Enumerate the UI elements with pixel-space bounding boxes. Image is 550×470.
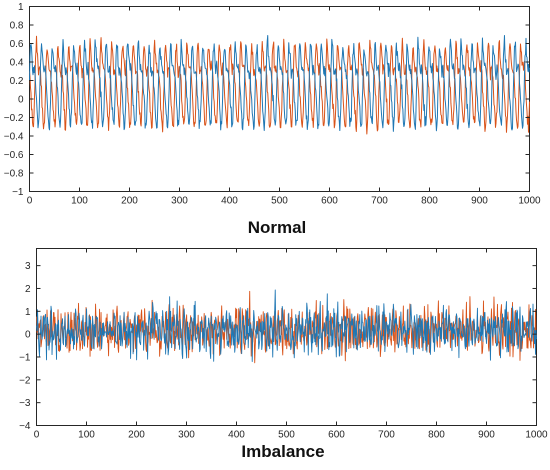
x-tick-label: 200 <box>121 196 138 207</box>
chart-title-imbalance: Imbalance <box>241 442 324 461</box>
x-tick-label: 1000 <box>525 430 548 441</box>
y-tick-label: −0.4 <box>4 132 24 143</box>
x-tick-label: 600 <box>321 196 338 207</box>
y-tick-label: 1 <box>18 2 24 13</box>
x-tick-label: 0 <box>27 196 33 207</box>
y-tick-label: 0.2 <box>10 76 24 87</box>
x-tick-label: 0 <box>34 430 40 441</box>
x-tick-label: 600 <box>328 430 345 441</box>
y-tick-label: −2 <box>19 375 31 386</box>
y-tick-label: −0.8 <box>4 169 24 180</box>
x-tick-label: 100 <box>71 196 88 207</box>
axis-ticks-imbalance: 0 100 200 300 400 500 600 700 800 900 1000 3 2 1 0 −1 −2… <box>19 248 548 441</box>
y-tick-label: −4 <box>19 421 31 432</box>
chart-imbalance: 0 100 200 300 400 500 600 700 800 900 1000 3 2 1 0 −1 −2… <box>19 248 548 461</box>
chart-title-normal: Normal <box>248 218 307 237</box>
x-tick-label: 400 <box>221 196 238 207</box>
y-tick-label: 0.6 <box>10 39 24 50</box>
series-group-imbalance <box>36 289 537 364</box>
y-tick-label: −1 <box>12 187 24 198</box>
series-line-1 <box>29 35 530 132</box>
x-tick-label: 900 <box>471 196 488 207</box>
axis-ticks-normal: 0 100 200 300 400 500 600 700 800 900 1000 1 0.8 0.6 0… <box>4 2 541 207</box>
series-line-1 <box>36 289 537 362</box>
y-tick-label: 3 <box>25 261 31 272</box>
x-tick-label: 500 <box>271 196 288 207</box>
x-tick-label: 500 <box>278 430 295 441</box>
x-tick-label: 400 <box>228 430 245 441</box>
y-tick-label: 0.4 <box>10 58 24 69</box>
chart-normal: 0 100 200 300 400 500 600 700 800 900 1000 1 0.8 0.6 0… <box>4 2 541 237</box>
y-tick-label: 1 <box>25 307 31 318</box>
x-tick-label: 300 <box>171 196 188 207</box>
x-tick-label: 300 <box>178 430 195 441</box>
plot-area-normal <box>29 6 530 192</box>
series-group-normal <box>29 35 530 135</box>
series-line-2 <box>29 35 530 135</box>
y-tick-label: 0 <box>25 330 31 341</box>
x-tick-label: 800 <box>428 430 445 441</box>
y-tick-label: 2 <box>25 284 31 295</box>
x-tick-label: 900 <box>478 430 495 441</box>
x-tick-label: 700 <box>371 196 388 207</box>
y-tick-label: −1 <box>19 352 31 363</box>
x-tick-label: 100 <box>78 430 95 441</box>
x-tick-label: 800 <box>421 196 438 207</box>
y-tick-label: 0.8 <box>10 21 24 32</box>
x-tick-label: 700 <box>378 430 395 441</box>
y-tick-label: −0.2 <box>4 113 24 124</box>
y-tick-label: 0 <box>18 95 24 106</box>
x-tick-label: 1000 <box>518 196 541 207</box>
x-tick-label: 200 <box>128 430 145 441</box>
y-tick-label: −0.6 <box>4 150 24 161</box>
y-tick-label: −3 <box>19 398 31 409</box>
